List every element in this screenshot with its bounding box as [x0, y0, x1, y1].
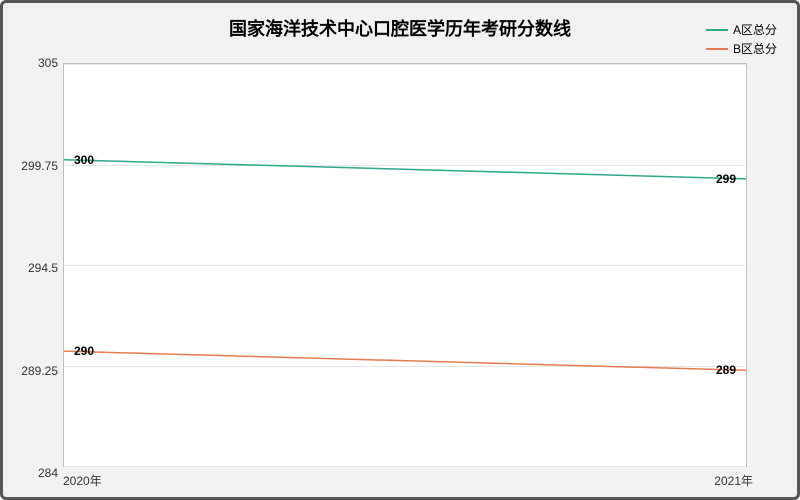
plot-area: 300 299 290 289: [63, 63, 747, 467]
legend-label-a: A区总分: [733, 21, 777, 38]
y-tick-label: 289.25: [13, 364, 58, 378]
gridline: [64, 466, 746, 467]
legend: A区总分 B区总分: [706, 21, 777, 59]
x-tick-label: 2020年: [63, 472, 102, 489]
legend-item-b: B区总分: [706, 40, 777, 57]
chart-container: 国家海洋技术中心口腔医学历年考研分数线 A区总分 B区总分 300 299 290 2…: [0, 0, 800, 500]
legend-label-b: B区总分: [733, 40, 777, 57]
y-tick-label: 305: [13, 56, 58, 70]
legend-item-a: A区总分: [706, 21, 777, 38]
data-point-label: 299: [716, 172, 736, 186]
legend-swatch-a: [706, 29, 728, 31]
y-tick-label: 294.5: [13, 261, 58, 275]
y-tick-label: 299.75: [13, 159, 58, 173]
data-point-label: 300: [74, 153, 94, 167]
legend-swatch-b: [706, 48, 728, 50]
series-line: [64, 351, 746, 370]
data-point-label: 290: [74, 344, 94, 358]
data-point-label: 289: [716, 363, 736, 377]
y-tick-label: 284: [13, 466, 58, 480]
chart-title: 国家海洋技术中心口腔医学历年考研分数线: [3, 15, 797, 41]
series-line: [64, 160, 746, 179]
x-tick-label: 2021年: [714, 472, 753, 489]
lines-svg: [64, 64, 746, 466]
